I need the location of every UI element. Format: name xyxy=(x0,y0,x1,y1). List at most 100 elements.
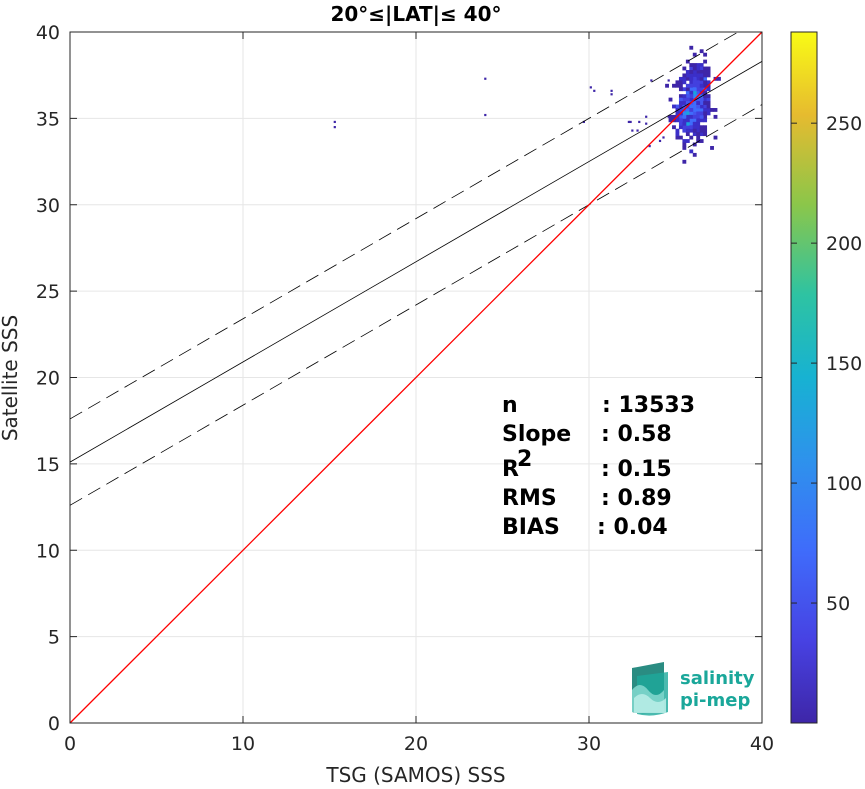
density-bin xyxy=(692,111,697,116)
density-bin xyxy=(692,114,697,119)
density-bin xyxy=(710,108,714,112)
logo-wave-icon xyxy=(632,662,668,716)
density-bin xyxy=(675,111,680,116)
density-bin xyxy=(706,66,711,71)
density-bin xyxy=(692,80,697,85)
density-bin xyxy=(685,118,690,123)
outlier-point xyxy=(662,136,665,139)
density-bin xyxy=(696,114,701,119)
density-bin xyxy=(696,135,701,140)
density-bin xyxy=(685,108,690,112)
density-bin xyxy=(706,80,711,85)
density-bin xyxy=(692,70,697,74)
density-bin xyxy=(689,111,694,116)
y-tick-label: 40 xyxy=(36,22,60,44)
x-tick-label: 10 xyxy=(231,733,255,755)
density-bin xyxy=(706,108,711,112)
density-bin xyxy=(682,111,687,116)
stat-label: R xyxy=(502,457,519,482)
density-bin xyxy=(703,132,708,137)
outlier-point xyxy=(650,79,653,82)
density-bin xyxy=(692,76,697,81)
lower-bound-line xyxy=(69,104,763,506)
density-bin xyxy=(713,114,718,119)
y-tick-label: 20 xyxy=(36,368,60,390)
density-bin xyxy=(713,135,718,140)
density-bin xyxy=(689,125,694,130)
fit-line xyxy=(69,61,763,463)
density-bin xyxy=(699,101,704,105)
density-bin xyxy=(717,76,721,81)
outlier-point xyxy=(636,129,639,132)
stat-label: n xyxy=(502,393,518,418)
colorbar-tick-label: 150 xyxy=(826,353,862,375)
density-bin xyxy=(699,111,704,116)
density-bin xyxy=(682,139,687,143)
density-bin xyxy=(696,90,701,95)
density-bin xyxy=(675,135,680,140)
density-bin xyxy=(692,118,697,123)
density-bin xyxy=(699,70,704,74)
density-bin xyxy=(692,87,697,92)
density-bin xyxy=(696,87,701,92)
stat-label: RMS xyxy=(502,486,557,511)
density-bin xyxy=(699,63,704,67)
density-bin xyxy=(678,97,683,102)
density-bin xyxy=(696,128,701,133)
density-bin xyxy=(703,114,708,119)
density-bin xyxy=(703,101,708,105)
density-bin xyxy=(675,118,680,123)
density-bin xyxy=(682,142,687,147)
density-bin xyxy=(699,132,704,137)
density-bin xyxy=(689,128,694,133)
outlier-point xyxy=(627,120,630,124)
density-bin xyxy=(685,101,690,105)
density-bin xyxy=(692,52,697,57)
stat-value: : 0.04 xyxy=(597,515,668,540)
density-bin xyxy=(696,104,701,109)
salinity-pi-mep-logo: salinity pi-mep xyxy=(632,662,755,716)
logo-line1: salinity xyxy=(680,668,755,689)
density-bin xyxy=(699,87,704,92)
colorbar xyxy=(790,31,818,724)
density-bin xyxy=(713,108,718,112)
density-bin xyxy=(703,66,708,71)
density-bin xyxy=(682,87,687,92)
density-bin xyxy=(678,121,683,126)
density-bin xyxy=(678,80,683,85)
density-bin xyxy=(692,128,697,133)
density-bin xyxy=(668,118,673,123)
density-bin xyxy=(703,128,708,133)
density-bin xyxy=(668,97,673,102)
density-bin xyxy=(689,63,694,67)
density-bin xyxy=(692,83,697,88)
density-bin xyxy=(689,83,694,88)
density-bin xyxy=(675,80,680,85)
outlier-point xyxy=(667,115,670,118)
density-bin xyxy=(689,114,694,119)
y-tick-label: 15 xyxy=(36,454,60,476)
outlier-point xyxy=(610,89,613,92)
density-bin xyxy=(678,101,683,105)
density-bin xyxy=(665,83,669,88)
density-bin xyxy=(689,94,694,99)
density-bin xyxy=(689,90,694,95)
logo-line2: pi-mep xyxy=(680,690,750,711)
density-bin xyxy=(703,59,708,64)
stat-label-superscript: 2 xyxy=(517,447,532,472)
density-bin xyxy=(706,101,711,105)
density-bin xyxy=(692,125,697,130)
density-bin xyxy=(675,83,680,88)
density-bin xyxy=(678,76,683,81)
density-bin xyxy=(696,118,701,123)
density-bin xyxy=(692,142,697,147)
density-bin xyxy=(703,94,708,99)
density-bin xyxy=(685,111,690,116)
density-bin xyxy=(685,87,690,92)
density-bin xyxy=(699,97,704,102)
density-bin xyxy=(703,97,708,102)
density-bin xyxy=(678,135,683,140)
density-bin xyxy=(699,104,704,109)
density-bin xyxy=(682,128,687,133)
